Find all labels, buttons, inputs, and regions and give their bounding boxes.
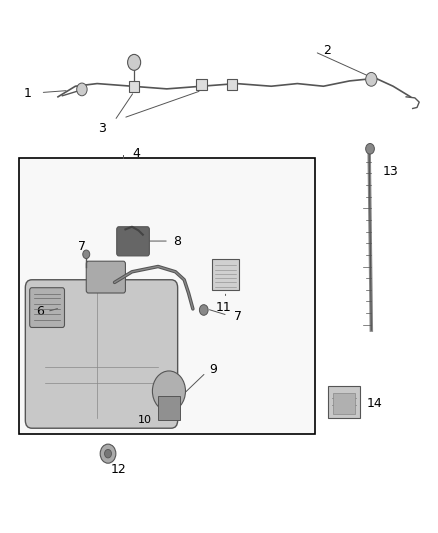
Bar [19, 158, 315, 433]
Circle shape [366, 143, 374, 154]
Text: 12: 12 [111, 463, 127, 475]
Text: 2: 2 [323, 44, 331, 57]
Text: 13: 13 [382, 165, 398, 177]
Bar [212, 259, 239, 290]
Bar [158, 397, 180, 420]
Bar [196, 79, 207, 90]
Bar [227, 79, 237, 90]
Circle shape [127, 54, 141, 70]
Text: 3: 3 [98, 122, 106, 135]
Bar [328, 386, 360, 418]
Circle shape [152, 371, 185, 411]
Text: 6: 6 [37, 305, 45, 318]
Text: 7: 7 [234, 310, 242, 323]
Text: 9: 9 [209, 364, 217, 376]
Text: 8: 8 [173, 235, 181, 247]
Circle shape [366, 72, 377, 86]
Text: 11: 11 [215, 301, 231, 314]
Text: 10: 10 [138, 415, 152, 425]
FancyBboxPatch shape [117, 227, 149, 256]
Text: 14: 14 [367, 397, 383, 410]
FancyBboxPatch shape [25, 280, 178, 428]
Bar [333, 393, 355, 414]
Text: 4: 4 [132, 147, 140, 160]
Bar [129, 81, 139, 92]
Text: 1: 1 [24, 87, 32, 100]
FancyBboxPatch shape [30, 288, 64, 327]
Circle shape [83, 250, 90, 259]
Circle shape [77, 83, 87, 96]
Circle shape [105, 449, 112, 458]
FancyBboxPatch shape [86, 261, 125, 293]
Circle shape [199, 305, 208, 316]
Text: 7: 7 [78, 240, 86, 253]
Circle shape [100, 444, 116, 463]
